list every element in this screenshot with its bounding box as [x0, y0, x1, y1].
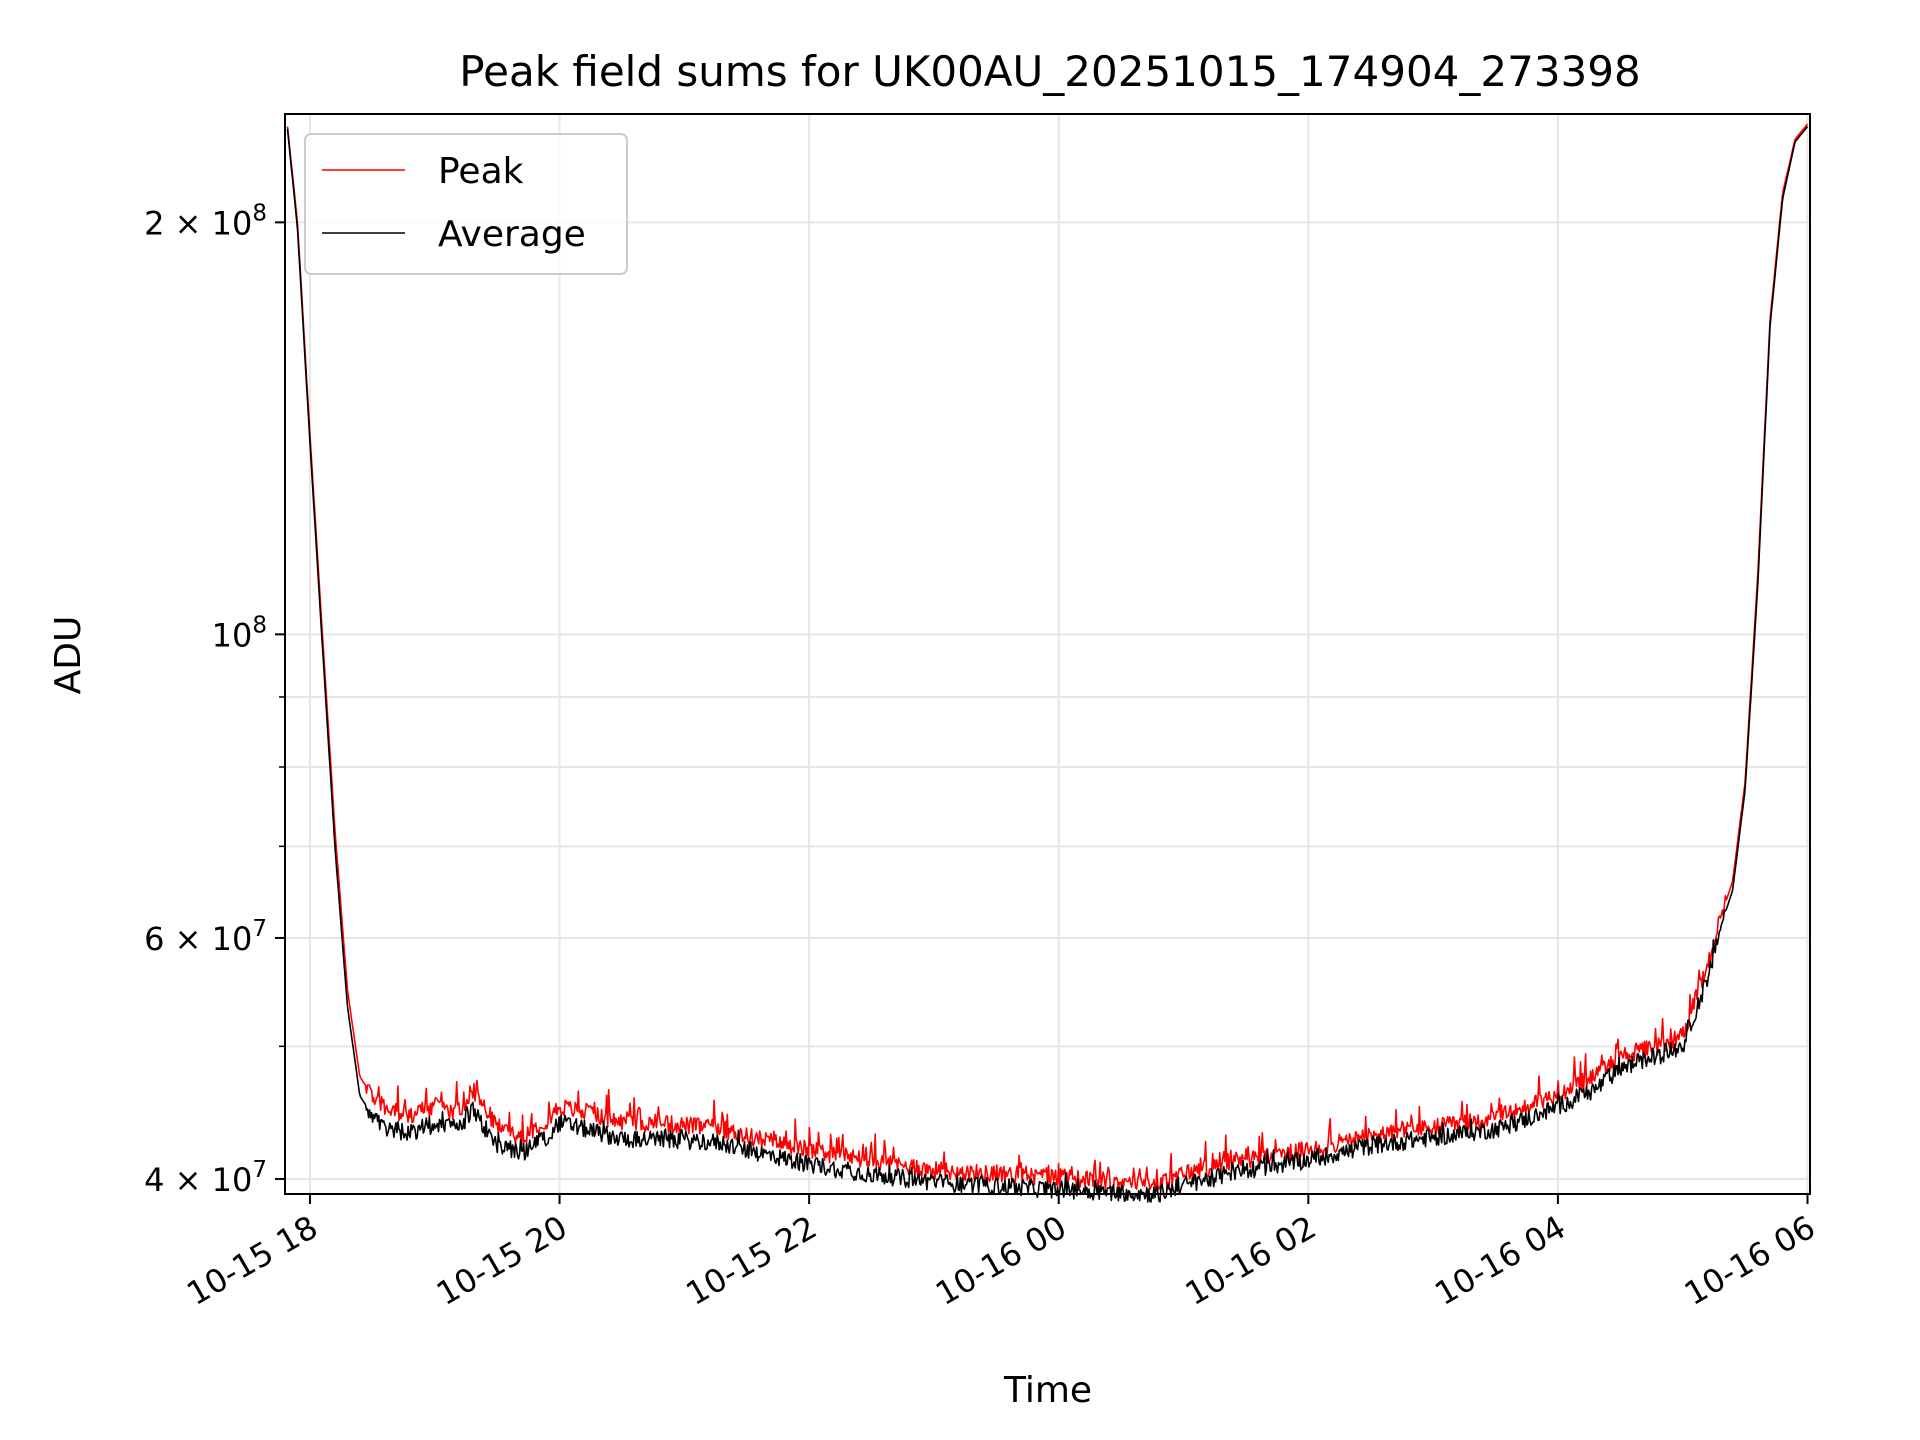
- series-line-average: [286, 126, 1809, 1203]
- y-tick-label: 6 × 107: [144, 916, 267, 958]
- y-tick-exponent: 8: [252, 612, 267, 638]
- y-tick-exponent: 7: [252, 1157, 267, 1183]
- legend-box: [304, 133, 628, 275]
- y-tick-base: 10: [212, 616, 253, 654]
- legend: Peak Average: [304, 133, 628, 275]
- y-tick-exponent: 8: [252, 200, 267, 226]
- y-tick-label: 2 × 108: [144, 200, 267, 242]
- y-axis-label: ADU: [48, 616, 89, 695]
- legend-average-label: Average: [438, 214, 586, 255]
- y-tick-base: 6 × 10: [144, 920, 252, 958]
- series-lines: [286, 123, 1809, 1203]
- grid: [285, 114, 1810, 1194]
- legend-peak-label: Peak: [438, 151, 524, 192]
- plot-frame: [284, 113, 1811, 1195]
- y-tick-base: 2 × 10: [144, 204, 252, 242]
- y-tick-exponent: 7: [252, 916, 267, 942]
- chart-title: Peak field sums for UK00AU_20251015_1749…: [459, 47, 1640, 96]
- y-tick-label: 4 × 107: [144, 1157, 267, 1199]
- x-axis-label: Time: [1003, 1370, 1092, 1411]
- y-tick-label: 108: [212, 612, 267, 654]
- y-tick-base: 4 × 10: [144, 1161, 252, 1199]
